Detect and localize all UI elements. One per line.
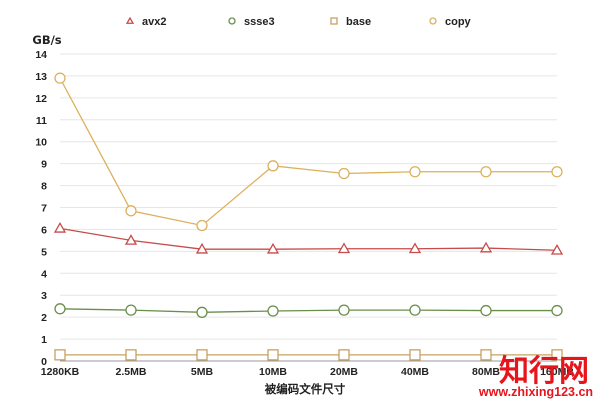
y-tick-label: 11: [36, 115, 47, 127]
y-tick-label: 8: [41, 181, 47, 193]
data-point: [125, 349, 137, 361]
y-tick-label: 2: [41, 312, 47, 324]
watermark-brand: 知行网: [499, 354, 589, 389]
x-tick-label: 20MB: [330, 366, 358, 378]
series-ssse3: [54, 303, 563, 318]
data-point: [337, 242, 351, 254]
data-point: [54, 72, 66, 84]
y-tick-label: 10: [35, 137, 47, 149]
y-tick-label: 14: [35, 49, 47, 61]
data-point: [551, 166, 563, 178]
legend-label: base: [346, 16, 371, 28]
data-point: [550, 243, 564, 255]
series-line: [59, 227, 558, 251]
series-line: [59, 77, 557, 227]
data-point: [267, 349, 279, 361]
y-axis-title: GB/s: [32, 33, 61, 47]
legend-label: ssse3: [244, 16, 275, 28]
gridlines: [60, 53, 557, 340]
y-tick-label: 9: [41, 159, 47, 171]
data-point: [54, 303, 66, 315]
x-axis-title: 被编码文件尺寸: [265, 382, 346, 396]
y-tick-label: 13: [35, 71, 47, 83]
legend-label: copy: [445, 16, 472, 28]
data-point: [479, 241, 493, 253]
data-point: [480, 349, 492, 361]
x-tick-label: 5MB: [191, 366, 214, 378]
legend-item-base[interactable]: base: [330, 16, 371, 28]
data-point: [338, 349, 350, 361]
data-point: [196, 219, 208, 232]
series-copy: [54, 72, 563, 232]
data-point: [196, 349, 208, 361]
legend-marker: [429, 17, 437, 25]
data-point: [480, 304, 492, 317]
series-layer: [53, 72, 564, 361]
data-point: [266, 242, 280, 254]
y-tick-label: 1: [41, 334, 47, 346]
data-point: [409, 166, 421, 178]
x-tick-label: 10MB: [259, 366, 287, 378]
watermark: 知行网 www.zhixing123.cn: [478, 354, 593, 399]
y-tick-label: 12: [35, 93, 47, 105]
series-line: [59, 308, 557, 313]
legend-item-copy[interactable]: copy: [429, 16, 472, 28]
series-avx2: [53, 222, 564, 255]
data-point: [125, 304, 137, 316]
y-tick-label: 6: [41, 224, 47, 236]
data-point: [195, 242, 209, 254]
data-point: [480, 166, 492, 178]
y-tick-label: 5: [41, 246, 47, 258]
data-point: [125, 205, 137, 217]
legend-marker: [228, 17, 236, 25]
data-point: [53, 222, 67, 233]
y-tick-label: 4: [41, 268, 47, 280]
data-point: [409, 304, 421, 316]
x-tick-label: 2.5MB: [116, 366, 147, 378]
data-point: [54, 349, 66, 361]
y-tick-label: 7: [41, 203, 47, 215]
legend-label: avx2: [142, 16, 166, 28]
legend-item-ssse3[interactable]: ssse3: [228, 16, 275, 28]
watermark-url: www.zhixing123.cn: [478, 385, 593, 399]
y-tick-label: 0: [41, 356, 47, 368]
series-base: [54, 349, 563, 361]
x-tick-label: 80MB: [472, 366, 500, 378]
y-tick-label: 3: [41, 290, 47, 302]
data-point: [196, 306, 208, 318]
legend-marker: [330, 17, 338, 25]
data-point: [124, 234, 138, 245]
data-point: [408, 242, 422, 254]
x-tick-label: 1280KB: [41, 366, 80, 378]
data-point: [551, 349, 563, 361]
legend-item-avx2[interactable]: avx2: [125, 16, 166, 28]
x-tick-label: 160MB: [540, 366, 574, 378]
data-point: [338, 167, 350, 180]
x-tick-label: 40MB: [401, 366, 429, 378]
data-point: [409, 349, 421, 361]
data-point: [338, 304, 350, 316]
data-point: [267, 160, 279, 172]
data-point: [551, 304, 563, 317]
legend-marker: [125, 16, 135, 24]
legend[interactable]: avx2 ssse3 base copy: [125, 16, 472, 28]
data-point: [267, 305, 279, 317]
